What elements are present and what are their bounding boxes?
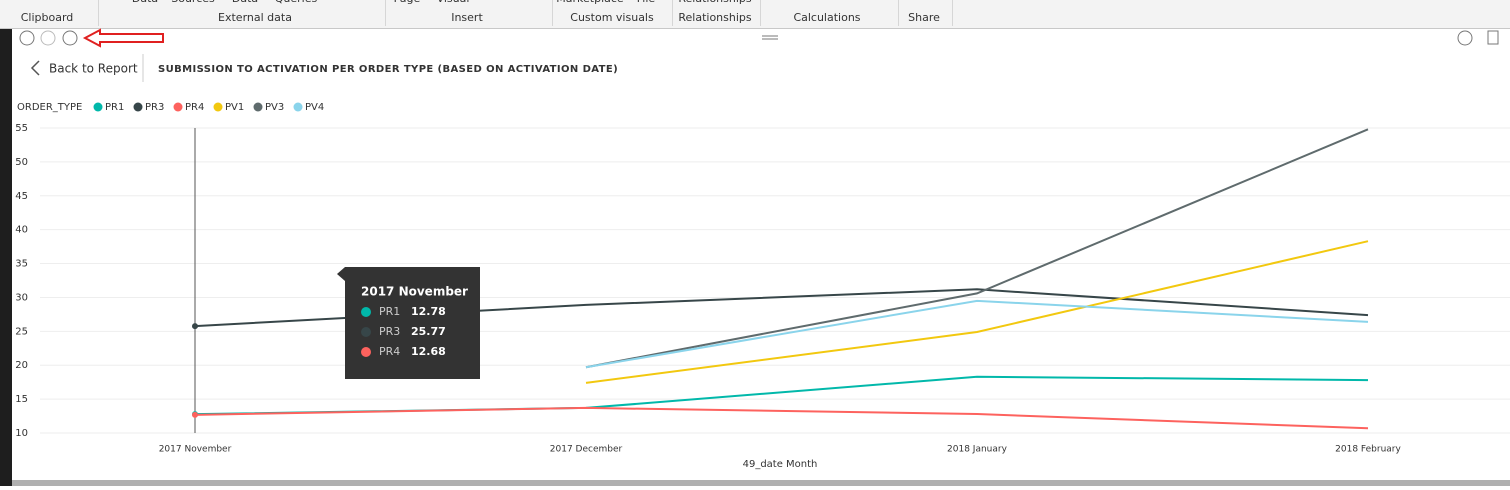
legend-label[interactable]: PV4 — [305, 102, 324, 113]
tooltip-value: 12.78 — [411, 305, 446, 318]
legend-label[interactable]: PR1 — [105, 102, 124, 113]
tooltip: 2017 November PR1 12.78 PR3 25.77 PR4 12.68 — [337, 267, 480, 379]
series-line — [585, 128, 1369, 369]
legend-marker — [213, 102, 223, 112]
legend-marker — [253, 102, 263, 112]
legend-marker — [133, 102, 143, 112]
legend-marker — [173, 102, 183, 112]
legend-label[interactable]: PR3 — [145, 102, 164, 113]
y-tick-label: 20 — [15, 360, 28, 371]
bottom-bar — [12, 480, 1510, 486]
ribbon-group-label: Clipboard — [21, 11, 74, 24]
tooltip-box — [345, 267, 480, 379]
x-axis-label: 49_date Month — [743, 459, 818, 470]
series-line — [585, 299, 1369, 369]
ribbon-button[interactable]: File — [637, 0, 656, 5]
hover-point — [192, 411, 198, 418]
ribbon-button[interactable]: Sources — [171, 0, 215, 5]
download[interactable] — [1457, 30, 1473, 46]
drill-up[interactable] — [19, 30, 35, 46]
red-arrow — [82, 28, 164, 48]
tooltip-value: 12.68 — [411, 345, 446, 358]
ribbon-button[interactable]: Page — [394, 0, 421, 5]
tooltip-series: PR3 — [379, 325, 400, 338]
ribbon — [0, 0, 1510, 28]
focus[interactable] — [1487, 30, 1499, 45]
tooltip-value: 25.77 — [411, 325, 446, 338]
ribbon-group-label: Calculations — [793, 11, 860, 24]
tooltip-series: PR1 — [379, 305, 400, 318]
legend-label[interactable]: PR4 — [185, 102, 204, 113]
chart-title: SUBMISSION TO ACTIVATION PER ORDER TYPE … — [158, 64, 618, 75]
ribbon-button[interactable]: Visual — [437, 0, 470, 5]
tooltip-marker — [361, 327, 371, 337]
y-tick-label: 35 — [15, 259, 28, 270]
tooltip-series: PR4 — [379, 345, 400, 358]
y-tick-label: 25 — [15, 326, 28, 337]
back-button[interactable]: Back to Report — [49, 62, 138, 76]
hover-point — [192, 323, 198, 330]
ribbon-group-label: Relationships — [678, 11, 752, 24]
x-tick-label: 2018 February — [1335, 445, 1401, 455]
drill-down[interactable] — [40, 30, 56, 46]
expand[interactable] — [62, 30, 78, 46]
tooltip-pointer — [337, 267, 345, 281]
legend-label[interactable]: PV1 — [225, 102, 244, 113]
ribbon-button[interactable]: Queries — [275, 0, 318, 5]
ribbon-button[interactable]: Marketplace — [556, 0, 624, 5]
tooltip-title: 2017 November — [361, 285, 468, 299]
y-tick-label: 15 — [15, 394, 28, 405]
legend-marker — [293, 102, 303, 112]
sidebar — [0, 29, 12, 486]
x-tick-label: 2017 November — [159, 445, 232, 455]
toolbar — [19, 28, 1499, 48]
x-tick-label: 2017 December — [550, 445, 623, 455]
y-tick-label: 55 — [15, 123, 28, 134]
y-tick-label: 45 — [15, 191, 28, 202]
series-line — [194, 406, 1369, 430]
series-line — [585, 240, 1369, 384]
ribbon-group-label: Insert — [451, 11, 483, 24]
ribbon-group-label: External data — [218, 11, 292, 24]
y-tick-label: 40 — [15, 225, 28, 236]
ribbon-group-label: Share — [908, 11, 940, 24]
y-tick-label: 50 — [15, 157, 28, 168]
tooltip-marker — [361, 307, 371, 317]
ribbon-group-label: Custom visuals — [570, 11, 654, 24]
y-tick-label: 10 — [15, 428, 28, 439]
x-tick-label: 2018 January — [947, 445, 1008, 455]
series-line — [194, 375, 1369, 416]
legend-title: ORDER_TYPE — [17, 102, 82, 113]
back-arrow[interactable] — [30, 60, 40, 76]
ribbon-button[interactable]: Relationships — [678, 0, 752, 5]
y-tick-label: 30 — [15, 292, 28, 303]
tooltip-marker — [361, 347, 371, 357]
ribbon-button[interactable]: Data — [132, 0, 158, 5]
ribbon-button[interactable]: Data — [232, 0, 258, 5]
legend-marker — [93, 102, 103, 112]
legend-label[interactable]: PV3 — [265, 102, 284, 113]
